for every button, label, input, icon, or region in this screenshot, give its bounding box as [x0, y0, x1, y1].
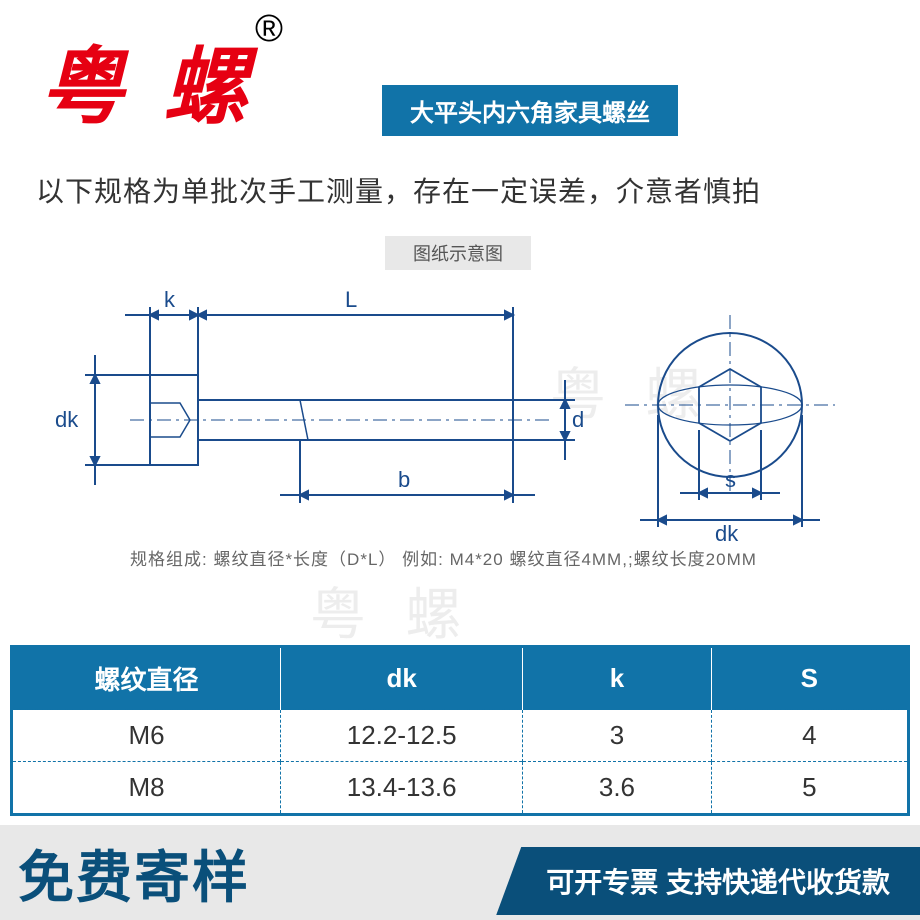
svg-text:d: d — [572, 407, 584, 432]
svg-text:b: b — [398, 467, 410, 492]
col-k: k — [523, 647, 711, 710]
svg-text:k: k — [164, 287, 176, 312]
measurement-note: 以下规格为单批次手工测量，存在一定误差，介意者慎拍 — [36, 170, 761, 210]
technical-diagram: k L dk d b s dk — [50, 285, 870, 545]
banner-right-text: 可开专票 支持快递代收货款 — [496, 847, 920, 915]
col-s: S — [711, 647, 908, 710]
table-row: M612.2-12.534 — [12, 710, 909, 762]
col-dk: dk — [281, 647, 523, 710]
drawing-label: 图纸示意图 — [385, 236, 531, 270]
spec-table: 螺纹直径 dk k S M612.2-12.534 M813.4-13.63.6… — [10, 645, 910, 816]
table-row: M813.4-13.63.65 — [12, 762, 909, 815]
watermark: 粤 螺 — [310, 570, 474, 651]
brand-logo: 粤 螺 — [40, 20, 255, 141]
svg-text:L: L — [345, 287, 357, 312]
spec-composition-text: 规格组成: 螺纹直径*长度（D*L） 例如: M4*20 螺纹直径4MM,;螺纹… — [130, 545, 757, 570]
svg-text:s: s — [725, 467, 736, 492]
registered-symbol: ® — [255, 8, 283, 51]
col-thread-dia: 螺纹直径 — [12, 647, 281, 710]
product-title: 大平头内六角家具螺丝 — [382, 85, 678, 136]
free-sample-text: 免费寄样 — [18, 833, 250, 914]
svg-text:dk: dk — [55, 407, 79, 432]
footer-banner: 免费寄样 可开专票 支持快递代收货款 — [0, 825, 920, 920]
svg-text:dk: dk — [715, 521, 739, 545]
